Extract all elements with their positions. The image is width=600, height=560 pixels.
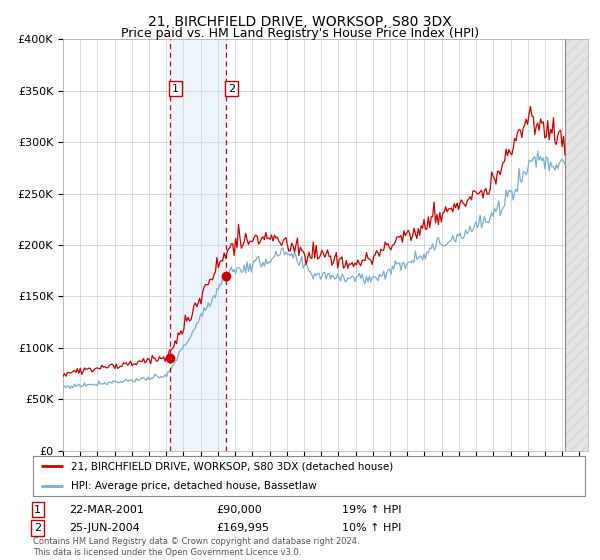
Text: 1: 1 xyxy=(34,505,41,515)
Text: 25-JUN-2004: 25-JUN-2004 xyxy=(69,523,140,533)
Text: HPI: Average price, detached house, Bassetlaw: HPI: Average price, detached house, Bass… xyxy=(71,481,316,491)
Text: 1: 1 xyxy=(172,83,179,94)
Text: Price paid vs. HM Land Registry's House Price Index (HPI): Price paid vs. HM Land Registry's House … xyxy=(121,27,479,40)
Text: 10% ↑ HPI: 10% ↑ HPI xyxy=(342,523,401,533)
Bar xyxy=(565,39,588,451)
Text: £169,995: £169,995 xyxy=(216,523,269,533)
Text: 2: 2 xyxy=(228,83,235,94)
Bar xyxy=(565,39,588,451)
Text: 21, BIRCHFIELD DRIVE, WORKSOP, S80 3DX (detached house): 21, BIRCHFIELD DRIVE, WORKSOP, S80 3DX (… xyxy=(71,461,393,471)
Bar xyxy=(170,39,226,451)
Text: 19% ↑ HPI: 19% ↑ HPI xyxy=(342,505,401,515)
Text: 21, BIRCHFIELD DRIVE, WORKSOP, S80 3DX: 21, BIRCHFIELD DRIVE, WORKSOP, S80 3DX xyxy=(148,15,452,29)
Text: 22-MAR-2001: 22-MAR-2001 xyxy=(69,505,144,515)
Text: Contains HM Land Registry data © Crown copyright and database right 2024.
This d: Contains HM Land Registry data © Crown c… xyxy=(33,537,359,557)
Text: £90,000: £90,000 xyxy=(216,505,262,515)
Text: 2: 2 xyxy=(34,523,41,533)
